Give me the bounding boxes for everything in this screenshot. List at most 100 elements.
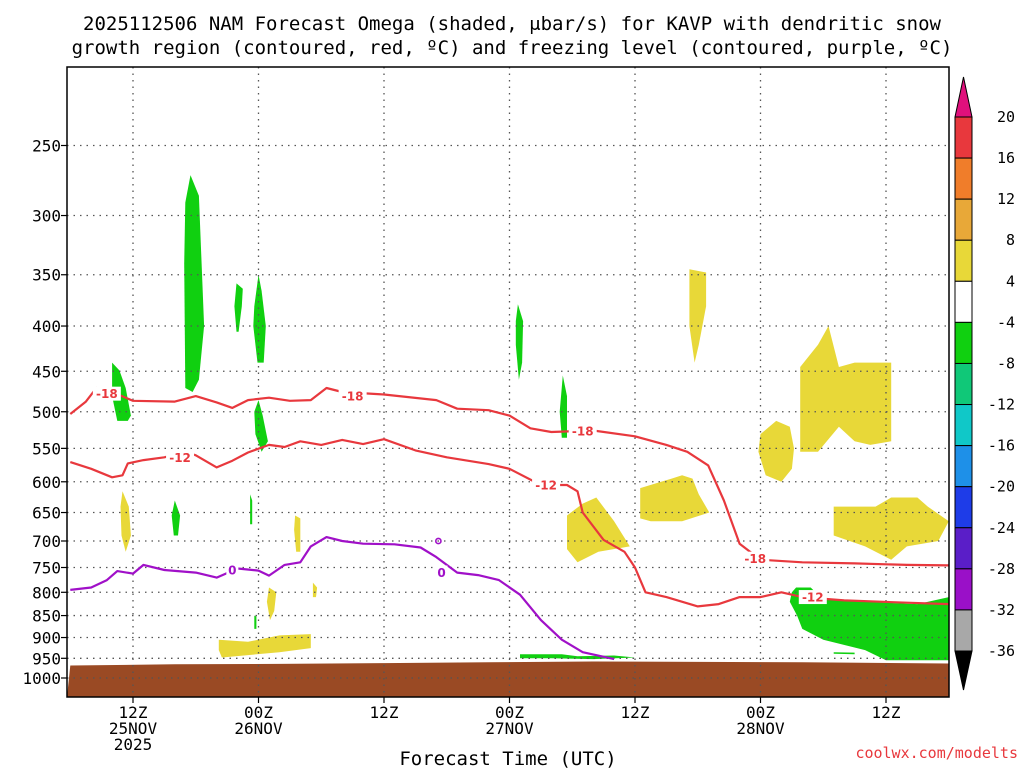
omega-shade-region-9 xyxy=(559,375,567,438)
grid xyxy=(67,67,949,697)
contour-line-2 xyxy=(70,535,615,661)
contour-label-1-1: -12 xyxy=(535,478,557,492)
contour-label-bg-1-2 xyxy=(798,590,827,605)
chart-title-line2: growth region (contoured, red, ºC) and f… xyxy=(72,37,953,59)
colorbar-bin-1 xyxy=(954,157,973,200)
colorbar-label-13: -36 xyxy=(988,642,1015,660)
colorbar-bin-2 xyxy=(954,198,973,241)
y-tick-label-950: 950 xyxy=(32,649,61,668)
y-tick-label-550: 550 xyxy=(32,439,61,458)
colorbar-bin-3 xyxy=(954,239,973,282)
y-tick-label-700: 700 xyxy=(32,532,61,551)
omega-shade-region-7 xyxy=(254,615,257,629)
omega-shade-region-15 xyxy=(266,587,277,621)
x-tick-label-6-1: 12Z xyxy=(119,703,148,722)
terrain-fill xyxy=(67,661,949,697)
colorbar-label-4: 4 xyxy=(1006,272,1015,290)
freezing-level-dot xyxy=(434,537,442,545)
y-tick-label-800: 800 xyxy=(32,583,61,602)
credit-text: coolwx.com/modelts xyxy=(855,744,1018,762)
contour-label-bg-2-0 xyxy=(226,563,239,578)
plot-area: -18 -18 -18 -18 -12 -12 -12 0 0 xyxy=(66,66,950,698)
contours: -18 -18 -18 -18 -12 -12 -12 0 0 xyxy=(69,386,949,661)
contour-label-2-0: 0 xyxy=(228,564,236,578)
omega-shade-region-13 xyxy=(120,491,131,552)
colorbar-label-3: 8 xyxy=(1006,231,1015,249)
y-tick-label-1000: 1000 xyxy=(22,669,61,688)
contour-label-bg-0-1 xyxy=(338,389,367,404)
colorbar-label-12: -32 xyxy=(988,601,1015,619)
colorbar-bin-6 xyxy=(954,362,973,406)
omega-shade-region-0 xyxy=(184,175,205,392)
omega-shade-region-22 xyxy=(800,326,892,452)
colorbar-label-0: 20 xyxy=(997,108,1015,126)
x-tick-label-54-1: 12Z xyxy=(621,703,650,722)
contour-line-0 xyxy=(69,386,949,567)
chart-title-line1: 2025112506 NAM Forecast Omega (shaded, μ… xyxy=(83,13,941,35)
contour-label-0-2: -18 xyxy=(572,425,594,439)
x-tick-label-30-1: 12Z xyxy=(370,703,399,722)
y-tick-label-500: 500 xyxy=(32,403,61,422)
y-tick-label-250: 250 xyxy=(32,137,61,156)
x-tick-label-6-2: 25NOV xyxy=(109,719,158,738)
omega-shade-region-1 xyxy=(234,283,243,332)
omega-shade-region-11 xyxy=(789,587,949,661)
contour-label-bg-1-0 xyxy=(166,450,195,465)
omega-shade-region-14 xyxy=(218,634,311,658)
colorbar-bottom-arrow xyxy=(954,650,973,691)
colorbar-bin-7 xyxy=(954,404,973,447)
omega-shade-region-5 xyxy=(171,500,181,536)
colorbar-label-6: -8 xyxy=(997,354,1015,372)
omega-shade-region-6 xyxy=(250,494,253,525)
colorbar-bin-10 xyxy=(954,527,973,570)
x-tick-label-66-2: 28NOV xyxy=(736,719,785,738)
y-tick-label-650: 650 xyxy=(32,504,61,523)
terrain xyxy=(67,661,949,697)
contour-label-1-2: -12 xyxy=(802,591,824,605)
colorbar-label-7: -12 xyxy=(988,396,1015,414)
colorbar-label-1: 16 xyxy=(997,149,1015,167)
colorbar-bin-0 xyxy=(954,116,973,159)
omega-shade-region-18 xyxy=(689,269,707,363)
x-tick-label-42-1: 00Z xyxy=(495,703,524,722)
omega-shade-region-16 xyxy=(294,515,301,552)
contour-label-0-3: -18 xyxy=(744,552,766,566)
y-tick-label-450: 450 xyxy=(32,362,61,381)
y-tick-label-350: 350 xyxy=(32,266,61,285)
colorbar-label-11: -28 xyxy=(988,560,1015,578)
contour-label-bg-2-1 xyxy=(435,565,448,580)
colorbar-bin-4 xyxy=(954,280,973,323)
x-tick-label-6-3: 2025 xyxy=(114,735,153,754)
contour-label-bg-0-0 xyxy=(92,386,121,401)
omega-shade-region-20 xyxy=(640,475,710,522)
omega-shading xyxy=(112,175,949,661)
omega-shade-region-12 xyxy=(833,652,855,655)
contour-label-bg-0-2 xyxy=(568,424,597,439)
omega-shade-region-2 xyxy=(253,274,266,363)
x-tick-label-18-2: 26NOV xyxy=(234,719,283,738)
plot-frame xyxy=(66,66,950,698)
y-tick-label-750: 750 xyxy=(32,558,61,577)
colorbar-label-8: -16 xyxy=(988,437,1015,455)
contour-label-bg-0-3 xyxy=(741,551,770,566)
x-tick-label-66-1: 00Z xyxy=(746,703,775,722)
colorbar-top-arrow xyxy=(954,76,973,118)
y-tick-label-400: 400 xyxy=(32,317,61,336)
omega-shade-region-4 xyxy=(254,400,268,452)
y-tick-label-850: 850 xyxy=(32,607,61,626)
y-tick-label-900: 900 xyxy=(32,629,61,648)
contour-label-0-1: -18 xyxy=(342,390,364,404)
colorbar-label-5: -4 xyxy=(997,313,1015,331)
y-tick-label-600: 600 xyxy=(32,473,61,492)
x-tick-label-78-1: 12Z xyxy=(872,703,901,722)
colorbar: 20 16 12 8 4 -4 -8 -12 -16 -20 -24 -28 -32 -36 xyxy=(954,76,1015,691)
contour-label-1-0: -12 xyxy=(169,451,191,465)
y-tick-label-300: 300 xyxy=(32,207,61,226)
x-axis-title: Forecast Time (UTC) xyxy=(399,748,616,768)
omega-shade-region-17 xyxy=(312,582,318,598)
omega-shade-region-21 xyxy=(758,420,794,482)
colorbar-bin-9 xyxy=(954,486,973,529)
colorbar-label-10: -24 xyxy=(988,519,1015,537)
